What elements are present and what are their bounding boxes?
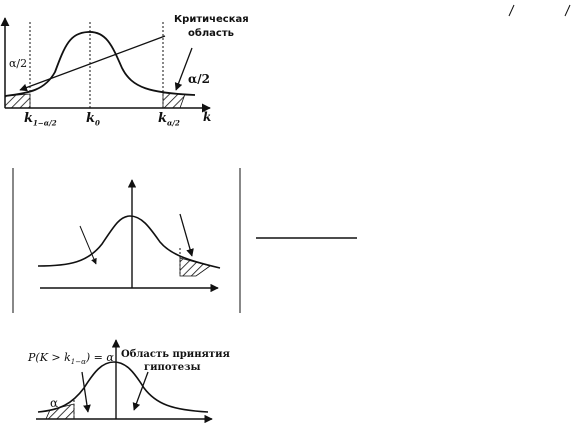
d1-density-curve [4, 31, 196, 97]
d3-acceptance-label-1: Область принятия [121, 349, 230, 360]
d2-arrow-left [79, 225, 97, 265]
d3-arrow-probability [81, 371, 91, 413]
d1-left-tail-hatch [4, 93, 31, 109]
d1-arrow-to-left-tail [19, 35, 166, 92]
d1-stray-mark-2 [564, 4, 571, 17]
d1-tick-right: kα/2 [158, 111, 180, 128]
d2-density-curve [37, 215, 221, 269]
d3-alpha-label: α [50, 396, 59, 410]
d3-acceptance-label-2: гипотезы [144, 362, 201, 373]
d1-tick-center: k0 [86, 111, 100, 128]
d1-alpha-half-left: α/2 [9, 57, 28, 70]
d3-arrow-acceptance [132, 371, 149, 411]
d1-alpha-half-right: α/2 [188, 72, 210, 86]
d1-stray-mark-1 [508, 4, 515, 17]
d1-critical-label-2: область [188, 28, 234, 39]
d1-axis-label: k [203, 110, 212, 124]
d1-arrow-to-right-tail [174, 47, 193, 91]
d2-arrow-right [179, 213, 194, 257]
d3-density-curve [37, 361, 209, 413]
d3-probability-label: P(K > k1−α) = α [28, 351, 114, 367]
d1-critical-label-1: Критическая [174, 14, 249, 25]
d3-tail-hatch [45, 403, 75, 420]
d1-tick-left: k1−α/2 [24, 111, 57, 128]
